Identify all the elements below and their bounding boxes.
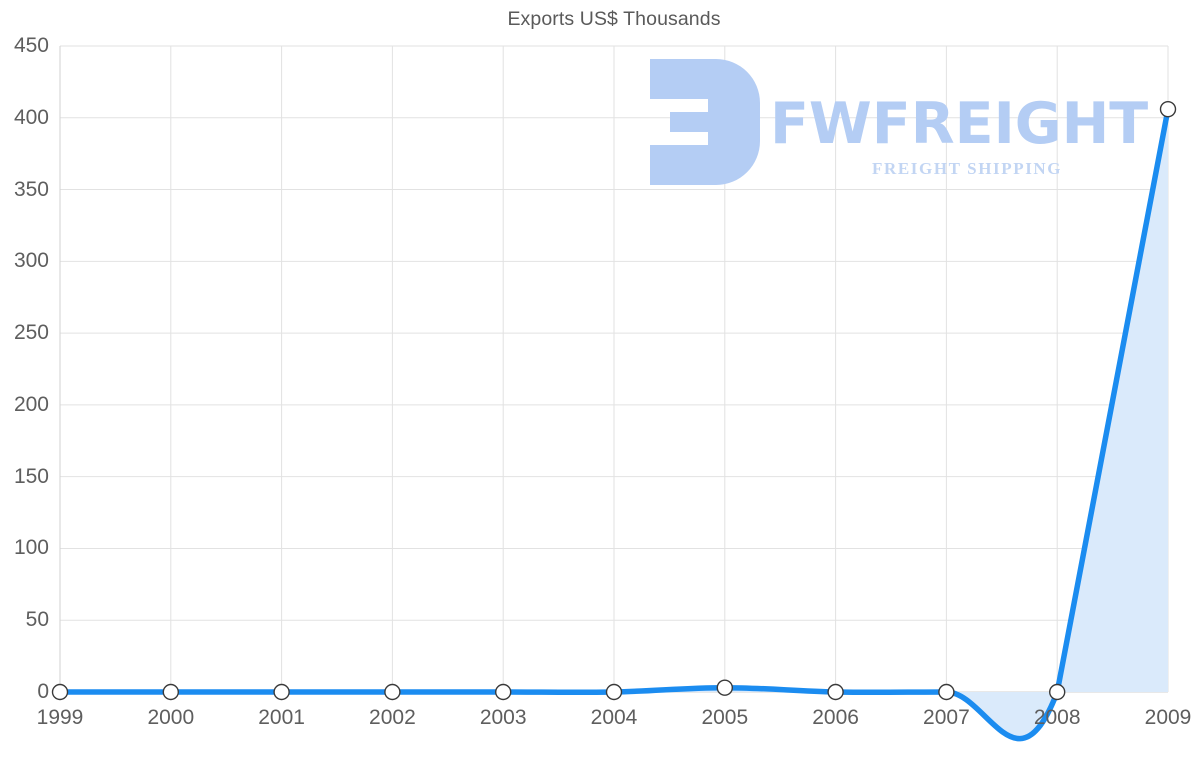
x-axis-tick-label: 2000 xyxy=(147,706,195,729)
data-point-marker xyxy=(273,683,290,701)
y-axis-tick-label: 350 xyxy=(13,177,49,201)
x-axis-tick-label: 2008 xyxy=(1033,706,1081,729)
x-axis-tick-label: 2003 xyxy=(479,706,527,729)
y-axis-tick-label: 0 xyxy=(37,680,49,703)
x-axis-tick-label: 2006 xyxy=(812,706,859,729)
x-axis-tick-label: 2009 xyxy=(1144,706,1192,729)
x-axis-tick-label: 2005 xyxy=(701,706,749,729)
data-point-marker xyxy=(716,679,733,696)
data-point-marker xyxy=(162,683,180,701)
data-point-marker xyxy=(938,683,955,701)
data-point-marker xyxy=(51,683,69,701)
vertical-gridlines xyxy=(59,46,1169,692)
y-axis-tick-label: 300 xyxy=(13,249,49,273)
data-point-marker xyxy=(384,683,401,701)
x-axis-tick-label: 2007 xyxy=(923,706,970,729)
x-axis-tick-label: 1999 xyxy=(36,706,84,729)
y-axis-tick-label: 100 xyxy=(13,536,49,560)
series-markers xyxy=(51,100,1177,701)
y-axis-tick-label: 400 xyxy=(13,105,49,129)
y-axis-tick-label: 450 xyxy=(13,34,49,57)
x-axis-tick-label: 2001 xyxy=(258,706,305,729)
data-point-marker xyxy=(495,683,512,701)
data-point-marker xyxy=(1159,100,1177,118)
y-axis-tick-label: 150 xyxy=(13,464,49,488)
y-axis-tick-label: 250 xyxy=(13,321,49,345)
data-point-marker xyxy=(1048,683,1066,701)
chart-title: Exports US$ Thousands xyxy=(507,8,721,30)
y-axis-tick-label: 50 xyxy=(25,608,49,632)
data-point-marker xyxy=(605,683,623,701)
x-axis-tick-label: 2002 xyxy=(369,706,416,729)
x-axis-tick-label: 2004 xyxy=(590,706,638,729)
y-axis-tick-label: 200 xyxy=(13,392,49,416)
data-point-marker xyxy=(827,683,844,701)
